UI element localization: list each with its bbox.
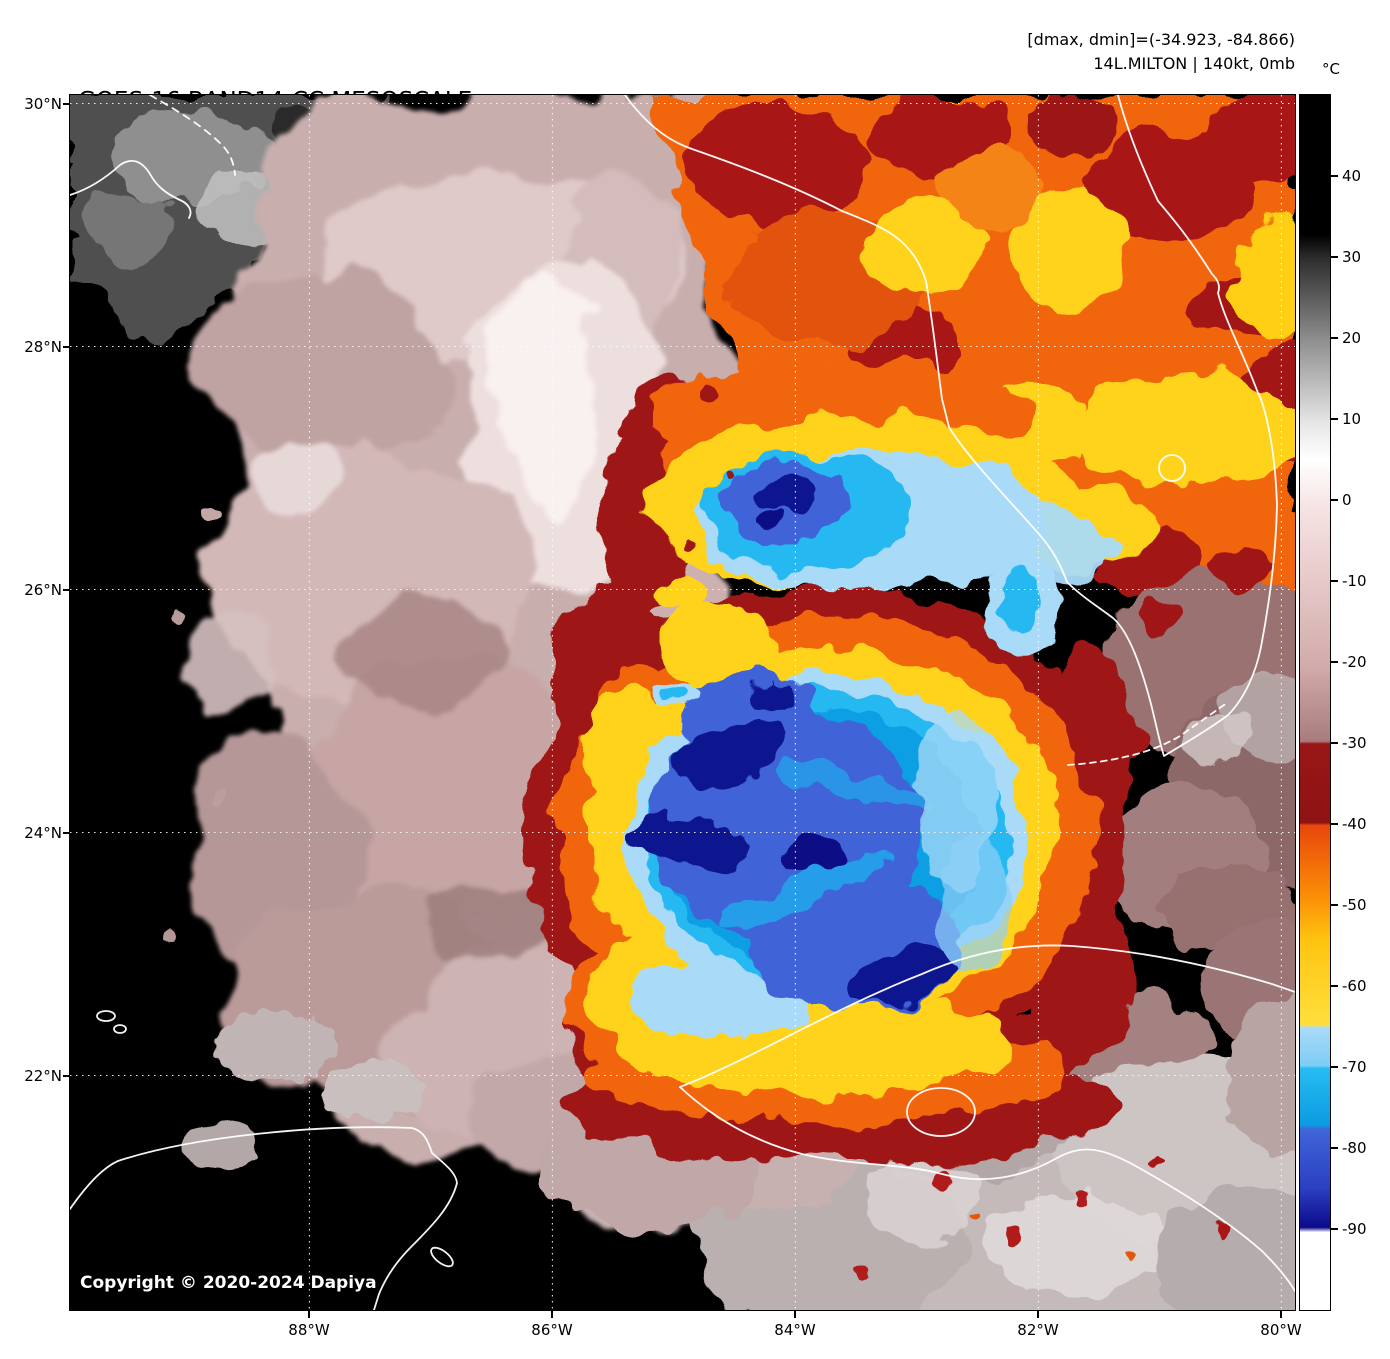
- colorbar: [1300, 95, 1330, 1310]
- axis-tick: [63, 346, 70, 348]
- barrier-islands: [149, 95, 236, 176]
- colorbar-tick: [1331, 1147, 1338, 1149]
- coastlines: [70, 95, 1295, 1310]
- lake-okeechobee: [1158, 454, 1186, 482]
- map-panel: Copyright © 2020-2024 Dapiya: [70, 95, 1295, 1310]
- copyright-text: Copyright © 2020-2024 Dapiya: [80, 1273, 377, 1293]
- lon-label-84w: 84°W: [774, 1321, 816, 1339]
- colorbar-tick: [1331, 418, 1338, 420]
- colorbar-tick-label: -80: [1342, 1139, 1367, 1157]
- axis-tick: [794, 1311, 796, 1318]
- colorbar-tick-label: -90: [1342, 1220, 1367, 1238]
- colorbar-tick-label: 20: [1342, 329, 1362, 347]
- florida-keys: [1067, 701, 1229, 766]
- colorbar-tick: [1331, 742, 1338, 744]
- satellite-imagery: [70, 95, 1295, 1310]
- colorbar-tick: [1331, 1228, 1338, 1230]
- alacranes-reef-2: [113, 1024, 127, 1034]
- lat-label-26n: 26°N: [24, 580, 62, 599]
- axis-tick: [63, 1075, 70, 1077]
- cloud-field-south: [535, 995, 1295, 1310]
- axis-tick: [1280, 1311, 1282, 1318]
- lon-label-88w: 88°W: [288, 1321, 330, 1339]
- colorbar-tick: [1331, 904, 1338, 906]
- axis-tick: [63, 832, 70, 834]
- colorbar-tick-label: -50: [1342, 896, 1367, 914]
- colorbar-tick-label: -20: [1342, 653, 1367, 671]
- colorbar-tick: [1331, 337, 1338, 339]
- axis-tick: [1037, 1311, 1039, 1318]
- lat-label-30n: 30°N: [24, 94, 62, 113]
- colorbar-tick-label: -10: [1342, 572, 1367, 590]
- cozumel-island: [430, 1246, 454, 1268]
- alacranes-reef: [96, 1010, 116, 1022]
- dmax-dmin-readout: [dmax, dmin]=(-34.923, -84.866): [1027, 30, 1295, 49]
- colorbar-tick-label: 40: [1342, 167, 1362, 185]
- lon-label-80w: 80°W: [1260, 1321, 1302, 1339]
- axis-tick: [63, 103, 70, 105]
- colorbar-tick: [1331, 175, 1338, 177]
- colorbar-tick: [1331, 256, 1338, 258]
- colorbar-tick: [1331, 499, 1338, 501]
- axis-tick: [551, 1311, 553, 1318]
- louisiana-coastline: [70, 160, 192, 219]
- colorbar-tick: [1331, 580, 1338, 582]
- florida-coastline: [624, 95, 1278, 757]
- lat-label-22n: 22°N: [24, 1066, 62, 1085]
- colorbar-tick: [1331, 661, 1338, 663]
- lon-label-82w: 82°W: [1017, 1321, 1059, 1339]
- lat-label-28n: 28°N: [24, 337, 62, 356]
- colorbar-tick: [1331, 985, 1338, 987]
- colorbar-tick-label: -30: [1342, 734, 1367, 752]
- hurricane-core: [523, 583, 1135, 1162]
- colorbar-tick-label: 30: [1342, 248, 1362, 266]
- graticule: [70, 95, 1295, 1310]
- cuba-south-coastline: [679, 1086, 1295, 1292]
- colorbar-tick-label: 10: [1342, 410, 1362, 428]
- axis-tick: [308, 1311, 310, 1318]
- colorbar-tick-label: -40: [1342, 815, 1367, 833]
- axis-tick: [63, 589, 70, 591]
- cuba-north-coastline: [679, 944, 1295, 1088]
- figure-subheader: [dmax, dmin]=(-34.923, -84.866) 14L.MILT…: [1027, 28, 1295, 76]
- colorbar-tick: [1331, 823, 1338, 825]
- colorbar-tick-label: -60: [1342, 977, 1367, 995]
- lon-label-86w: 86°W: [531, 1321, 573, 1339]
- isla-de-la-juventud: [906, 1087, 976, 1137]
- colorbar-tick-label: -70: [1342, 1058, 1367, 1076]
- colorbar-tick: [1331, 1066, 1338, 1068]
- storm-north-cold-area: [600, 358, 1120, 707]
- colorbar-unit-label: °C: [1322, 60, 1340, 78]
- lat-label-24n: 24°N: [24, 823, 62, 842]
- yucatan-coastline: [70, 1126, 458, 1310]
- colorbar-tick-label: 0: [1342, 491, 1352, 509]
- storm-intensity-readout: 14L.MILTON | 140kt, 0mb: [1093, 54, 1295, 73]
